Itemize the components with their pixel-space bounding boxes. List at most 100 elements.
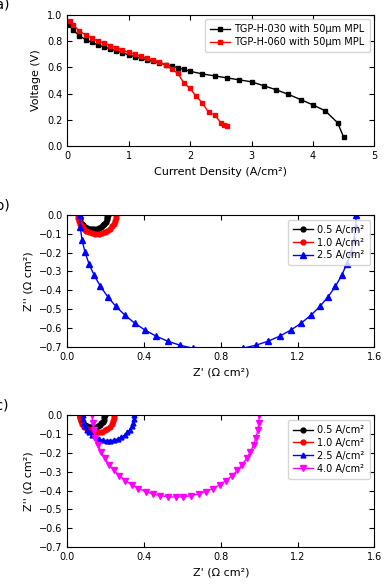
2.5 A/cm² <box>81 415 85 422</box>
4.0 A/cm² <box>96 441 100 448</box>
0.5 A/cm² <box>93 424 98 431</box>
TGP-H-030 with 50μm MPL <box>77 32 82 39</box>
4.0 A/cm² <box>129 481 134 488</box>
TGP-H-060 with 50μm MPL <box>139 53 143 60</box>
1.0 A/cm² <box>82 423 86 430</box>
TGP-H-030 with 50μm MPL <box>89 39 94 46</box>
0.5 A/cm² <box>79 418 84 425</box>
Legend: 0.5 A/cm², 1.0 A/cm², 2.5 A/cm²: 0.5 A/cm², 1.0 A/cm², 2.5 A/cm² <box>288 220 369 266</box>
TGP-H-060 with 50μm MPL <box>132 51 137 58</box>
4.0 A/cm² <box>204 488 208 495</box>
2.5 A/cm² <box>78 211 82 218</box>
2.5 A/cm² <box>78 224 83 231</box>
4.0 A/cm² <box>210 485 215 492</box>
TGP-H-030 with 50μm MPL <box>286 91 291 98</box>
2.5 A/cm² <box>216 347 220 354</box>
Line: 2.5 A/cm²: 2.5 A/cm² <box>77 212 359 353</box>
TGP-H-060 with 50μm MPL <box>96 37 100 44</box>
4.0 A/cm² <box>117 472 122 479</box>
1.0 A/cm² <box>76 218 81 225</box>
TGP-H-030 with 50μm MPL <box>335 119 340 126</box>
2.5 A/cm² <box>105 293 110 300</box>
0.5 A/cm² <box>84 422 89 429</box>
0.5 A/cm² <box>76 211 81 218</box>
4.0 A/cm² <box>166 493 170 500</box>
1.0 A/cm² <box>93 230 98 237</box>
TGP-H-060 with 50μm MPL <box>71 22 76 29</box>
TGP-H-030 with 50μm MPL <box>237 76 242 83</box>
1.0 A/cm² <box>87 229 91 236</box>
TGP-H-060 with 50μm MPL <box>188 85 192 92</box>
4.0 A/cm² <box>217 481 222 488</box>
Line: TGP-H-030 with 50μm MPL: TGP-H-030 with 50μm MPL <box>68 22 346 140</box>
2.5 A/cm² <box>299 319 303 326</box>
4.0 A/cm² <box>136 485 141 492</box>
1.0 A/cm² <box>78 221 83 228</box>
2.5 A/cm² <box>309 312 313 319</box>
TGP-H-030 with 50μm MPL <box>108 46 113 53</box>
TGP-H-030 with 50μm MPL <box>182 66 186 73</box>
0.5 A/cm² <box>105 211 110 218</box>
2.5 A/cm² <box>318 302 323 309</box>
TGP-H-060 with 50μm MPL <box>206 109 211 116</box>
2.5 A/cm² <box>93 433 98 441</box>
0.5 A/cm² <box>104 216 109 223</box>
TGP-H-030 with 50μm MPL <box>114 47 119 54</box>
TGP-H-060 with 50μm MPL <box>77 27 82 35</box>
4.0 A/cm² <box>112 467 116 474</box>
TGP-H-030 with 50μm MPL <box>212 73 217 80</box>
TGP-H-060 with 50μm MPL <box>145 54 149 61</box>
TGP-H-060 with 50μm MPL <box>68 17 73 24</box>
4.0 A/cm² <box>255 426 260 433</box>
1.0 A/cm² <box>105 425 110 432</box>
0.5 A/cm² <box>101 222 105 229</box>
4.0 A/cm² <box>99 448 103 455</box>
2.5 A/cm² <box>266 338 270 345</box>
TGP-H-060 with 50μm MPL <box>126 49 131 56</box>
2.5 A/cm² <box>97 435 101 442</box>
1.0 A/cm² <box>108 423 112 430</box>
Text: (a): (a) <box>0 0 10 12</box>
TGP-H-030 with 50μm MPL <box>175 64 180 71</box>
2.5 A/cm² <box>326 293 331 300</box>
TGP-H-030 with 50μm MPL <box>341 133 346 140</box>
TGP-H-030 with 50μm MPL <box>311 101 315 108</box>
TGP-H-060 with 50μm MPL <box>102 39 106 46</box>
2.5 A/cm² <box>132 319 137 326</box>
2.5 A/cm² <box>125 429 130 436</box>
1.0 A/cm² <box>87 427 91 434</box>
Line: 4.0 A/cm²: 4.0 A/cm² <box>89 412 262 500</box>
2.5 A/cm² <box>113 302 118 309</box>
2.5 A/cm² <box>339 272 344 279</box>
1.0 A/cm² <box>114 215 118 222</box>
4.0 A/cm² <box>240 461 245 468</box>
1.0 A/cm² <box>96 429 101 436</box>
0.5 A/cm² <box>105 214 109 221</box>
1.0 A/cm² <box>90 428 94 435</box>
1.0 A/cm² <box>103 229 107 236</box>
4.0 A/cm² <box>230 472 234 479</box>
TGP-H-030 with 50μm MPL <box>71 27 76 34</box>
0.5 A/cm² <box>86 424 91 431</box>
2.5 A/cm² <box>98 283 103 290</box>
0.5 A/cm² <box>99 223 103 230</box>
1.0 A/cm² <box>80 421 84 428</box>
4.0 A/cm² <box>103 455 107 462</box>
2.5 A/cm² <box>333 283 338 290</box>
4.0 A/cm² <box>90 419 95 426</box>
Line: 2.5 A/cm²: 2.5 A/cm² <box>80 413 137 443</box>
4.0 A/cm² <box>90 412 94 419</box>
TGP-H-030 with 50μm MPL <box>200 70 205 77</box>
2.5 A/cm² <box>288 326 293 333</box>
4.0 A/cm² <box>181 493 186 500</box>
TGP-H-060 with 50μm MPL <box>194 93 199 100</box>
X-axis label: Z' (Ω cm²): Z' (Ω cm²) <box>192 367 249 377</box>
1.0 A/cm² <box>103 427 107 434</box>
4.0 A/cm² <box>196 490 201 497</box>
0.5 A/cm² <box>92 225 97 232</box>
0.5 A/cm² <box>101 416 106 423</box>
TGP-H-060 with 50μm MPL <box>157 58 162 66</box>
TGP-H-030 with 50μm MPL <box>298 96 303 103</box>
Text: (b): (b) <box>0 198 10 212</box>
0.5 A/cm² <box>102 414 107 421</box>
